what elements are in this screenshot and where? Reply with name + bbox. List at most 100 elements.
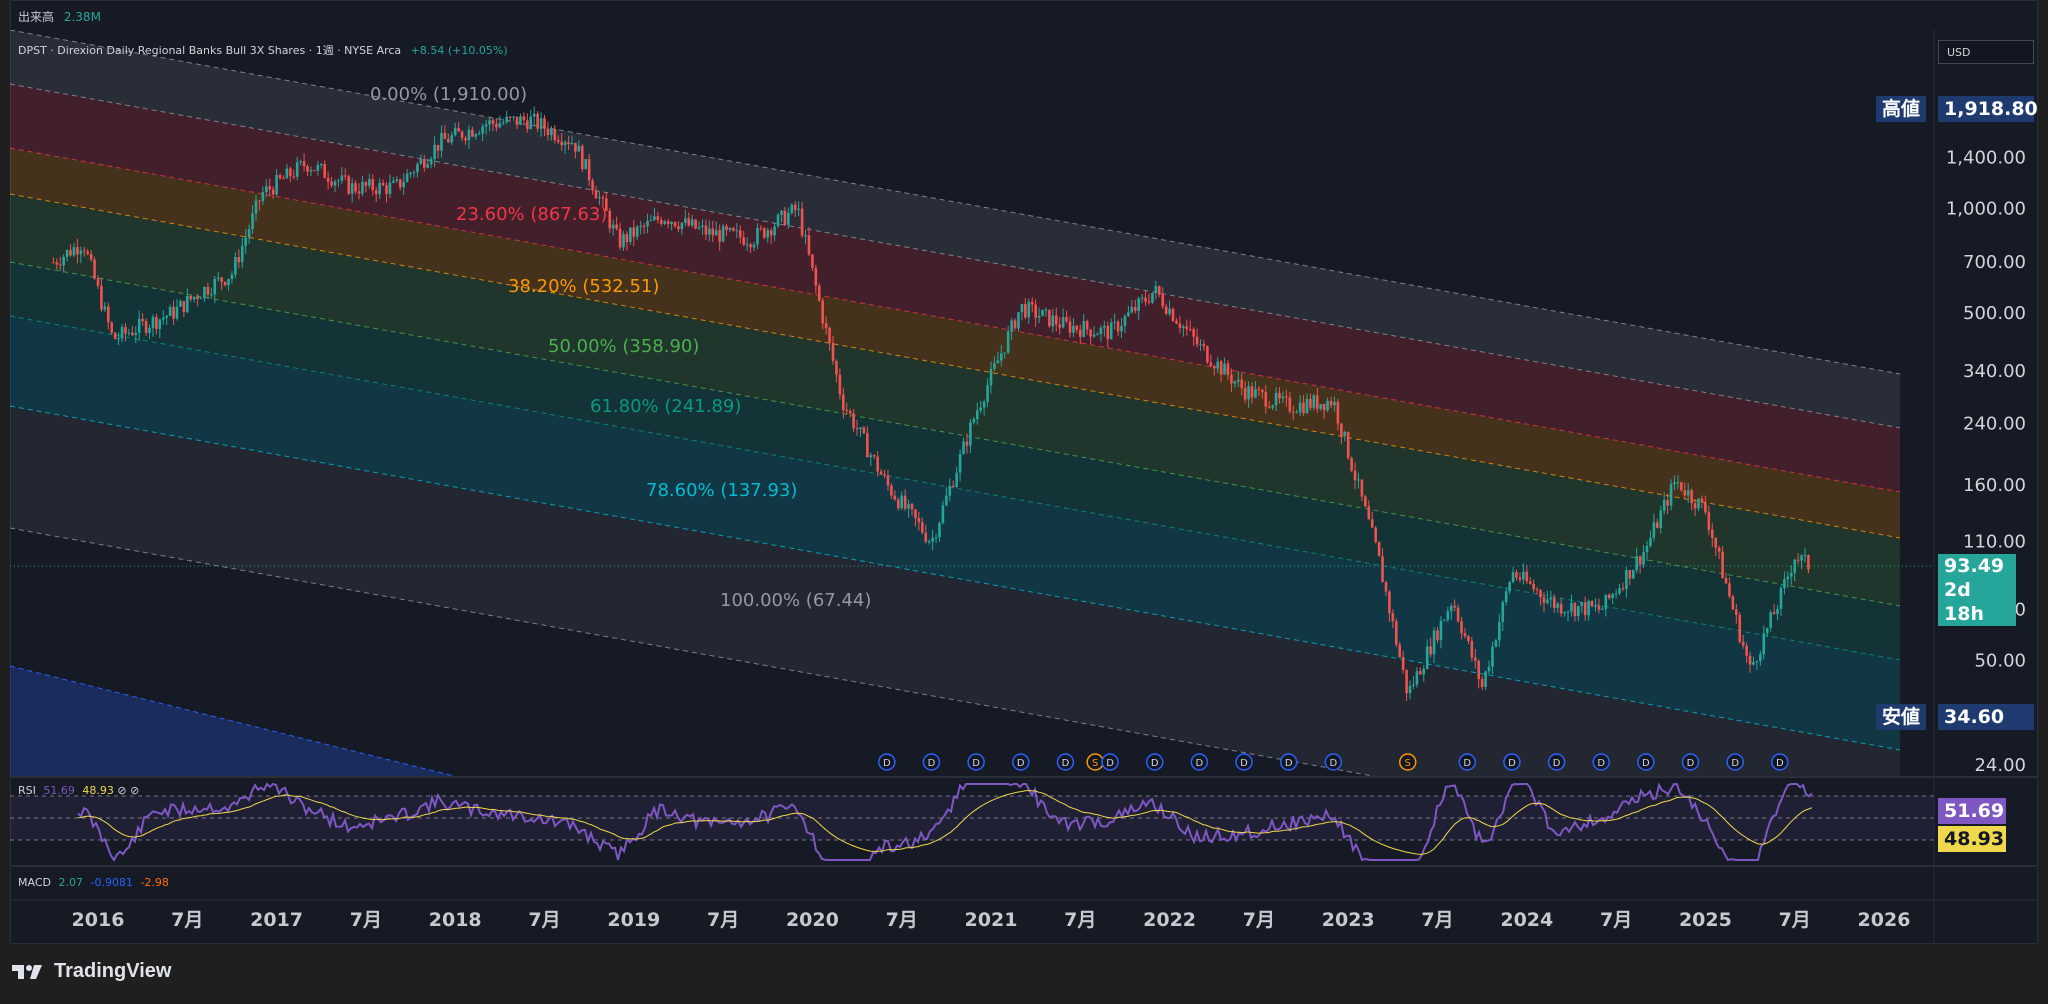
candle-body	[1710, 529, 1714, 538]
candle-body	[505, 116, 509, 123]
currency-selector[interactable]: USD	[1938, 40, 2034, 64]
candle-body	[629, 227, 632, 242]
candle-body	[1000, 353, 1003, 361]
candle-body	[996, 360, 1000, 364]
candle-body	[361, 182, 364, 194]
candle-body	[1662, 499, 1666, 511]
candle-body	[680, 222, 684, 230]
candle-body	[1508, 582, 1511, 592]
candle-body	[1230, 374, 1233, 384]
candle-body	[1219, 361, 1223, 375]
candle-body	[100, 285, 103, 310]
candle-body	[1140, 297, 1144, 299]
dividend-marker	[1547, 753, 1566, 771]
candle-body	[261, 192, 265, 202]
candle-body	[749, 244, 752, 248]
candle-body	[1511, 572, 1515, 583]
candle-body	[1504, 591, 1508, 603]
candle-body	[1295, 412, 1298, 414]
fib-level-label: 38.20% (532.51)	[508, 276, 659, 297]
candle-body	[240, 245, 244, 263]
candle-body	[1233, 381, 1237, 384]
candle-body	[1546, 599, 1549, 604]
candle-body	[848, 410, 852, 414]
marker-letter: D	[883, 758, 891, 769]
candle-body	[1058, 324, 1061, 328]
dividend-marker	[1771, 753, 1789, 771]
rsi-pane[interactable]	[10, 782, 1934, 862]
candle-body	[1659, 510, 1663, 528]
time-tick-label: 2023	[1322, 909, 1375, 931]
fib-level-label: 61.80% (241.89)	[590, 396, 741, 417]
candle-body	[402, 181, 405, 188]
candle-body	[1274, 392, 1278, 406]
candle-body	[553, 129, 557, 140]
time-tick-label: 2020	[786, 909, 839, 931]
candle-body	[412, 172, 416, 174]
rsi-legend[interactable]: RSI 51.69 48.93 ⊘ ⊘	[18, 784, 139, 797]
candle-body	[900, 495, 903, 509]
candle-body	[1175, 320, 1178, 324]
candle-body	[330, 181, 333, 186]
candle-body	[529, 116, 533, 129]
candle-body	[1518, 577, 1522, 580]
price-tick-label: 1,000.00	[1946, 198, 2026, 219]
candle-body	[948, 485, 952, 496]
candle-body	[1315, 395, 1319, 409]
candle-body	[728, 228, 732, 231]
candle-body	[831, 342, 835, 361]
candle-body	[1786, 576, 1790, 580]
candles[interactable]	[10, 106, 1934, 701]
candle-body	[601, 197, 605, 199]
candle-body	[313, 170, 316, 172]
candle-body	[62, 256, 65, 266]
candle-body	[1288, 397, 1292, 412]
candle-body	[405, 173, 409, 182]
marker-letter: D	[1151, 758, 1159, 769]
candle-body	[605, 198, 608, 211]
candle-body	[1013, 320, 1017, 329]
candle-body	[1628, 570, 1632, 579]
rsi-icons[interactable]: ⊘ ⊘	[117, 784, 140, 797]
candle-body	[1532, 583, 1535, 590]
candle-body	[251, 213, 254, 230]
candle-body	[295, 162, 299, 177]
fib-band	[10, 194, 1900, 606]
fib-extension-band	[10, 666, 454, 776]
candle-body	[1051, 315, 1055, 327]
candle-body	[1322, 404, 1326, 411]
candle-body	[690, 219, 694, 226]
volume-legend: 出来高 2.38M	[18, 8, 101, 25]
candle-body	[409, 172, 412, 174]
marker-letter: D	[1106, 758, 1114, 769]
candle-body	[1168, 308, 1171, 314]
candle-body	[965, 441, 969, 446]
dividend-marker	[1458, 753, 1477, 771]
candle-body	[1024, 303, 1027, 318]
candle-body	[1566, 611, 1570, 613]
candle-body	[1456, 607, 1460, 622]
candle-body	[86, 251, 89, 254]
candle-body	[1247, 386, 1250, 400]
candle-body	[1326, 400, 1329, 411]
marker-letter: D	[1776, 758, 1784, 769]
candle-body	[526, 120, 529, 129]
candle-body	[735, 230, 739, 232]
candle-body	[584, 159, 588, 170]
candle-body	[673, 222, 677, 227]
candle-body	[814, 267, 818, 286]
candle-body	[258, 200, 261, 202]
fib-channel[interactable]: 0.00% (1,910.00) 23.60% (867.63) 38.20% (5…	[10, 30, 1901, 872]
candle-body	[1133, 307, 1137, 311]
candle-body	[1381, 556, 1384, 583]
candle-body	[1494, 640, 1498, 647]
tradingview-logo[interactable]: TradingView	[12, 960, 171, 983]
symbol-legend[interactable]: DPST · Direxion Daily Regional Banks Bul…	[18, 42, 508, 58]
candle-body	[1394, 621, 1398, 645]
candle-body	[656, 216, 660, 220]
candle-body	[817, 285, 821, 301]
candle-body	[993, 363, 996, 370]
macd-legend[interactable]: MACD 2.07 -0.9081 -2.98	[18, 876, 169, 889]
dividend-marker	[1235, 753, 1253, 771]
